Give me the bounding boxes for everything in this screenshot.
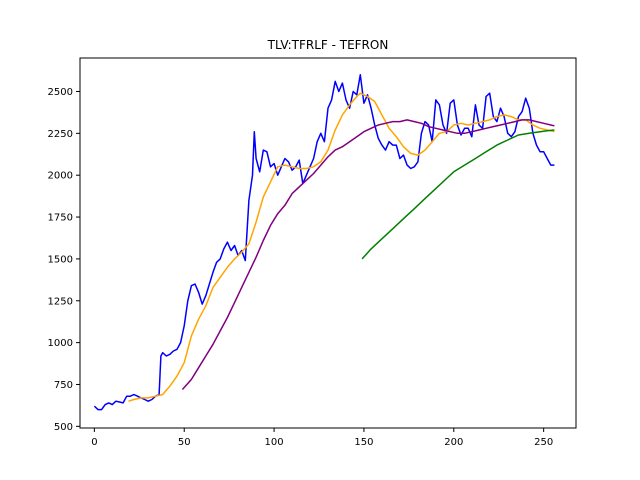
x-tick-label: 250 xyxy=(534,437,553,448)
y-tick-label: 2500 xyxy=(48,87,73,98)
x-tick-label: 100 xyxy=(265,437,284,448)
y-tick-label: 1750 xyxy=(48,213,73,224)
series-line-1 xyxy=(93,73,555,411)
series-line-4 xyxy=(361,129,555,260)
series-line-3 xyxy=(181,119,555,390)
y-tick-label: 1250 xyxy=(48,296,73,307)
series-layer xyxy=(93,73,555,411)
x-tick-label: 0 xyxy=(91,437,97,448)
y-tick-label: 2000 xyxy=(48,171,73,182)
y-tick-label: 1000 xyxy=(48,338,73,349)
y-tick-label: 500 xyxy=(54,422,73,433)
chart-title: TLV:TFRLF - TEFRON xyxy=(267,38,389,52)
x-tick-label: 50 xyxy=(178,437,191,448)
x-tick-label: 200 xyxy=(444,437,463,448)
series-line-2 xyxy=(128,92,555,402)
y-tick-label: 750 xyxy=(54,380,73,391)
x-tick-label: 150 xyxy=(354,437,373,448)
y-tick-label: 1500 xyxy=(48,254,73,265)
y-tick-label: 2250 xyxy=(48,129,73,140)
axes-layer: 0 50 100 150 200 250 500 750 1000 1250 1500 1750 200… xyxy=(48,87,554,448)
plot-frame xyxy=(79,57,577,429)
